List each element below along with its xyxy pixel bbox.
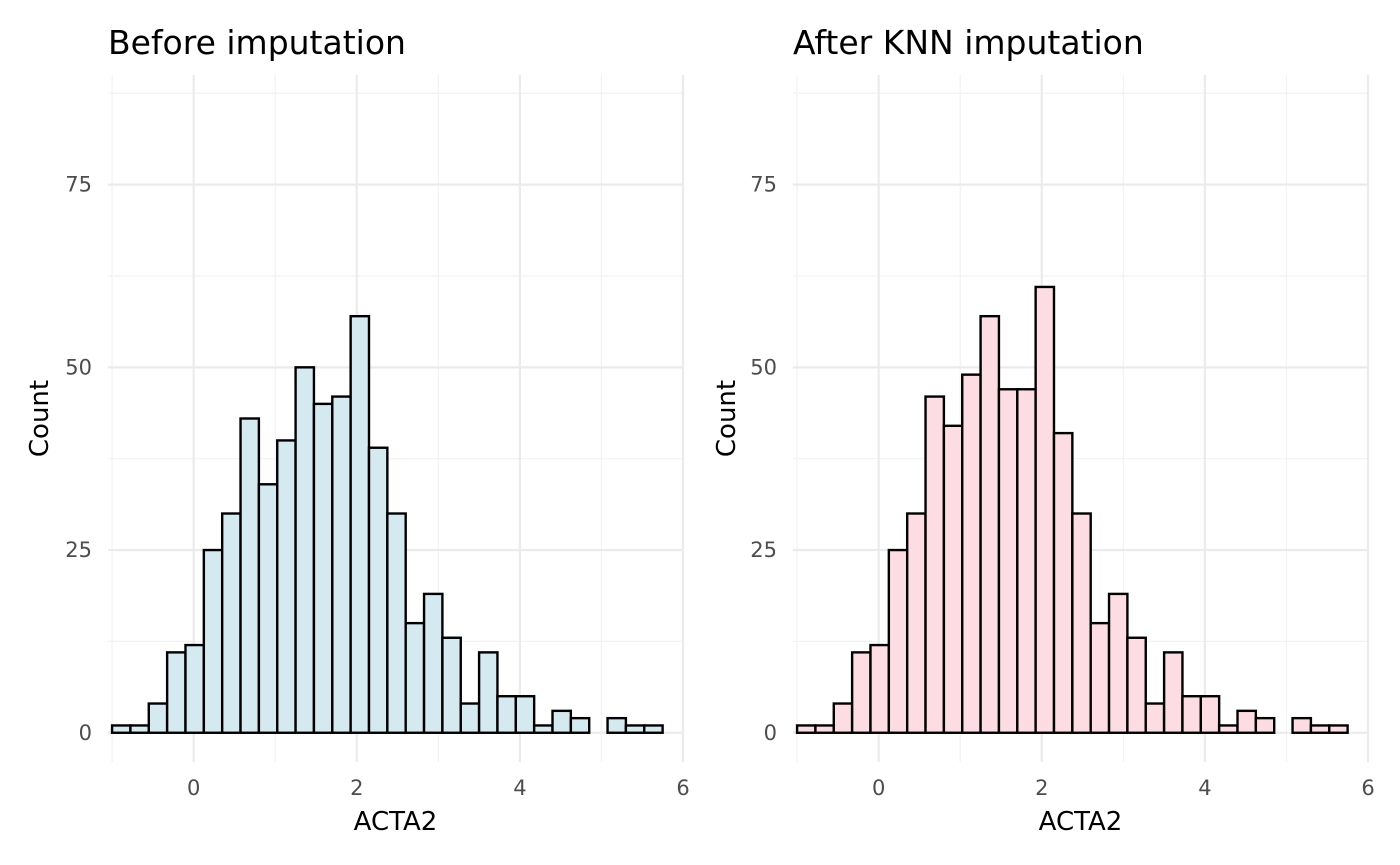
- y-tick-label: 25: [750, 538, 777, 562]
- y-tick-label: 0: [764, 721, 777, 745]
- histogram-bar: [404, 621, 426, 734]
- histogram-bar: [276, 439, 297, 734]
- y-tick-label: 50: [65, 355, 92, 379]
- histogram-bar: [997, 388, 1019, 734]
- x-tick-label: 6: [676, 776, 689, 800]
- histogram-bar: [110, 724, 132, 734]
- histogram-bar: [532, 724, 554, 734]
- histogram-bar: [887, 548, 909, 734]
- histogram-bar: [814, 724, 835, 734]
- x-tick-label: 2: [350, 776, 363, 800]
- histogram-bar: [239, 417, 261, 734]
- histogram-bar: [147, 702, 169, 734]
- histogram-bar: [606, 716, 628, 734]
- histogram-bar: [869, 643, 891, 734]
- y-axis-label: Count: [712, 380, 742, 457]
- histogram-bar: [165, 651, 187, 734]
- histogram-bar: [514, 695, 536, 734]
- histogram-bar: [1016, 388, 1037, 734]
- panel-1: 0 2 4 6 0 25 50 75 Before imputation ACTA2 Count: [25, 23, 690, 837]
- histogram-bar: [202, 548, 224, 734]
- histogram-bar: [1034, 285, 1056, 734]
- histogram-bar: [905, 512, 927, 734]
- histogram-bar: [551, 709, 573, 734]
- histogram-bar: [367, 446, 389, 734]
- histogram-bar: [1071, 512, 1092, 734]
- histogram-bar: [942, 424, 964, 734]
- histogram-bar: [961, 373, 982, 734]
- histogram-bar: [1144, 702, 1166, 734]
- histogram-bar: [349, 314, 371, 734]
- histogram-bar: [850, 651, 872, 734]
- y-tick-label: 25: [65, 538, 92, 562]
- histogram-bar: [1126, 636, 1147, 734]
- histogram-bar: [184, 643, 206, 734]
- y-axis-label: Count: [25, 380, 55, 457]
- x-tick-label: 0: [187, 776, 200, 800]
- histogram-bar: [1107, 592, 1129, 734]
- histogram-bar: [924, 395, 946, 734]
- histogram-bar: [1181, 695, 1203, 734]
- histogram-bar: [1199, 695, 1221, 734]
- y-tick-label: 0: [79, 721, 92, 745]
- histogram-bar: [1309, 724, 1331, 734]
- x-tick-label: 2: [1035, 776, 1048, 800]
- histogram-bar: [795, 724, 817, 734]
- histogram-bar: [1089, 621, 1111, 734]
- histogram-bar: [1236, 709, 1258, 734]
- x-tick-label: 4: [513, 776, 526, 800]
- histogram-bar: [129, 724, 150, 734]
- histogram-bar: [386, 512, 407, 734]
- histogram-bar: [624, 724, 646, 734]
- histogram-bar: [459, 702, 481, 734]
- x-axis-label: ACTA2: [1039, 807, 1123, 837]
- histogram-bar: [979, 314, 1001, 734]
- histogram-bar: [1328, 724, 1349, 734]
- panel-title: After KNN imputation: [793, 23, 1144, 62]
- histogram-bar: [1217, 724, 1239, 734]
- histogram-bar: [1291, 716, 1313, 734]
- histogram-bar: [569, 716, 591, 734]
- histogram-bar: [312, 402, 334, 734]
- histogram-bar: [294, 366, 316, 734]
- histogram-bar: [496, 695, 518, 734]
- y-tick-label: 50: [750, 355, 777, 379]
- x-tick-label: 0: [872, 776, 885, 800]
- histogram-bar: [441, 636, 462, 734]
- histogram-bar: [1162, 651, 1184, 734]
- y-tick-label: 75: [65, 173, 92, 197]
- histogram-bar: [220, 512, 242, 734]
- histogram-bar: [477, 651, 499, 734]
- histogram-bar: [832, 702, 854, 734]
- histogram-bar: [643, 724, 664, 734]
- x-tick-label: 4: [1198, 776, 1211, 800]
- histogram-bar: [422, 592, 444, 734]
- x-tick-label: 6: [1361, 776, 1374, 800]
- y-tick-label: 75: [750, 173, 777, 197]
- panel-title: Before imputation: [108, 23, 406, 62]
- histogram-bar: [257, 483, 279, 734]
- histogram-bar: [1052, 431, 1074, 734]
- x-axis-label: ACTA2: [354, 807, 438, 837]
- histogram-bar: [1254, 716, 1276, 734]
- histogram-bar: [331, 395, 352, 734]
- panel-2: 0 2 4 6 0 25 50 75 After KNN imputation ACTA2 Coun…: [712, 23, 1375, 837]
